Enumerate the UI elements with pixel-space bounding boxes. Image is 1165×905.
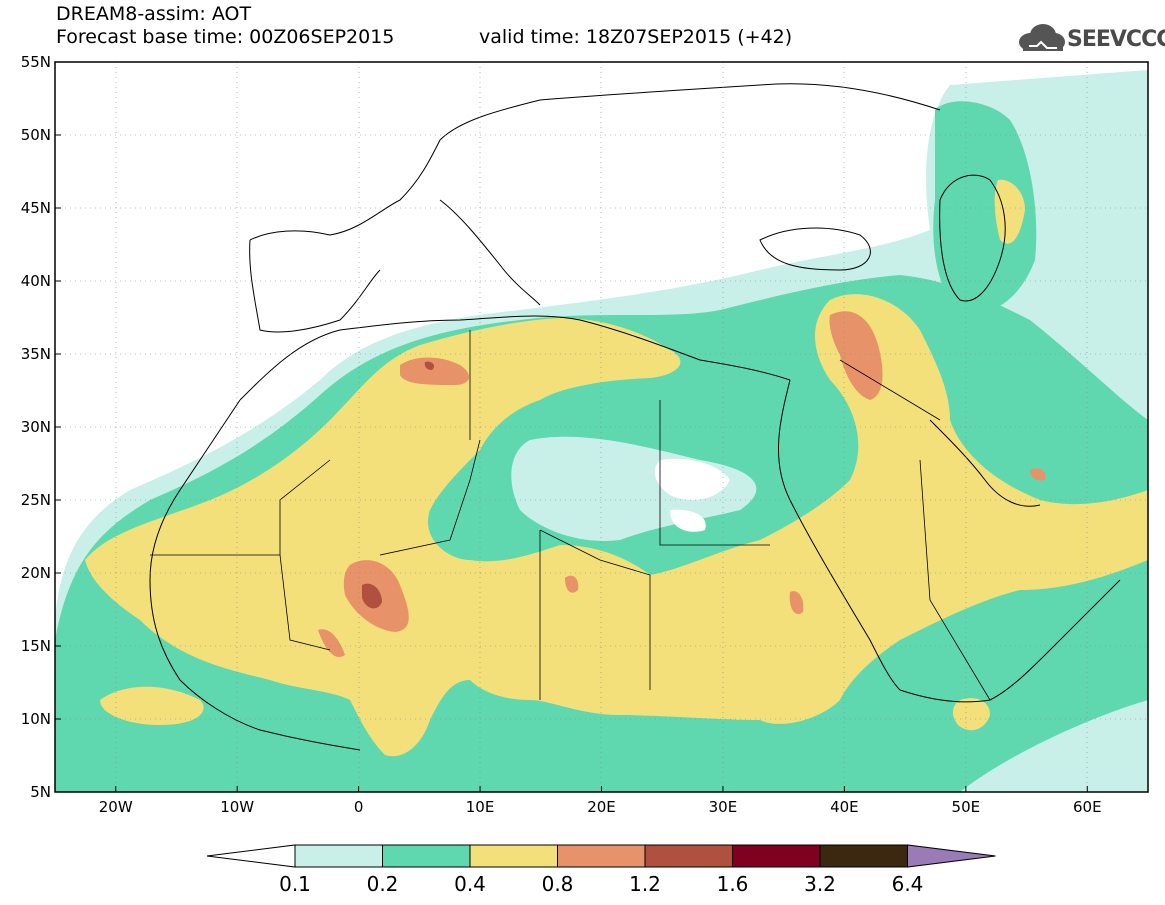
cloud-icon <box>1019 24 1065 51</box>
lon-tick-label: 10E <box>466 798 495 816</box>
colorbar-swatch <box>732 844 821 868</box>
lon-tick-label: 40E <box>830 798 859 816</box>
lat-tick-label: 5N <box>30 783 51 801</box>
colorbar-swatch <box>557 844 646 868</box>
lat-tick-label: 15N <box>21 637 51 655</box>
colorbar-swatch <box>819 844 908 868</box>
valid-time: valid time: 18Z07SEP2015 (+42) <box>479 26 793 48</box>
colorbar: 0.1 0.2 0.4 0.8 1.2 1.6 3.2 6.4 <box>206 844 996 896</box>
colorbar-label: 3.2 <box>804 872 836 896</box>
lat-tick-label: 35N <box>21 345 51 363</box>
colorbar-swatch <box>469 844 558 868</box>
colorbar-swatch <box>294 844 383 868</box>
coastlines <box>149 83 1121 751</box>
lat-tick-label: 25N <box>21 491 51 509</box>
colorbar-arrow-low <box>206 844 296 868</box>
lat-tick-label: 40N <box>21 272 51 290</box>
lat-tick-label: 10N <box>21 710 51 728</box>
colorbar-label: 1.6 <box>717 872 749 896</box>
aot-contour-libya-white <box>654 458 730 500</box>
aot-contour-0.8-sudan <box>789 591 804 614</box>
aot-contour-0.4-caspian <box>994 179 1025 244</box>
lat-tick-label: 45N <box>21 199 51 217</box>
colorbar-swatch <box>644 844 733 868</box>
lon-tick-label: 20E <box>587 798 616 816</box>
lat-tick-label: 30N <box>21 418 51 436</box>
aot-contour-0.4-sahel <box>100 686 204 725</box>
latitude-axis: 55N 50N 45N 40N 35N 30N 25N 20N 15N 10N 5N <box>21 53 61 801</box>
lon-tick-label: 30E <box>709 798 738 816</box>
aot-contour-0.4-sahara <box>85 294 1148 757</box>
colorbar-label: 0.2 <box>367 872 399 896</box>
aot-fields <box>55 70 1148 792</box>
chart-title: DREAM8-assim: AOT <box>56 3 252 25</box>
aot-contour-1.2-tunisia <box>424 361 435 370</box>
colorbar-label: 1.2 <box>629 872 661 896</box>
lat-tick-label: 20N <box>21 564 51 582</box>
aot-contour-0.8-gulf <box>1030 468 1046 481</box>
colorbar-label: 0.8 <box>542 872 574 896</box>
colorbar-label: 0.4 <box>454 872 486 896</box>
forecast-base-time: Forecast base time: 00Z06SEP2015 <box>56 26 395 48</box>
aot-contour-1.2-mali <box>362 583 382 609</box>
aot-contour-0.8-tunisia <box>400 357 470 385</box>
lon-tick-label: 50E <box>952 798 981 816</box>
colorbar-label: 6.4 <box>892 872 924 896</box>
aot-contour-caspian <box>933 101 1037 313</box>
lon-tick-label: 10W <box>220 798 254 816</box>
lon-tick-label: 60E <box>1073 798 1102 816</box>
aot-contour-0.8-chad <box>565 575 579 593</box>
graticule <box>55 62 1148 792</box>
colorbar-arrow-high <box>907 844 996 868</box>
lat-tick-label: 50N <box>21 126 51 144</box>
aot-contour-libya-white2 <box>670 509 706 532</box>
lat-tick-label: 55N <box>21 53 51 71</box>
logo-text: SEEVCCC <box>1067 27 1165 52</box>
seevccc-logo: SEEVCCC <box>1017 22 1165 56</box>
aot-contour-0.4-horn <box>952 698 990 731</box>
lon-tick-label: 20W <box>99 798 133 816</box>
colorbar-swatch <box>382 844 471 868</box>
longitude-axis: 20W 10W 0 10E 20E 30E 40E 50E 60E <box>99 786 1102 816</box>
lon-tick-label: 0 <box>354 798 364 816</box>
colorbar-label: 0.1 <box>279 872 311 896</box>
aot-contour-0.8-niger <box>318 629 345 658</box>
country-borders <box>150 330 991 701</box>
